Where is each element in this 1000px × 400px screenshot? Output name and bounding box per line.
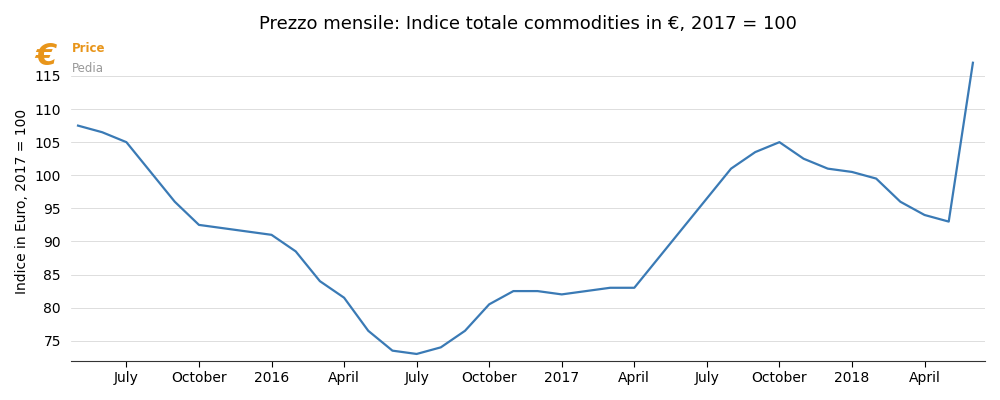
Title: Prezzo mensile: Indice totale commodities in €, 2017 = 100: Prezzo mensile: Indice totale commoditie… (259, 15, 797, 33)
Text: Price: Price (72, 42, 106, 55)
Text: Pedia: Pedia (72, 62, 104, 75)
Text: €: € (35, 42, 56, 71)
Y-axis label: Indice in Euro, 2017 = 100: Indice in Euro, 2017 = 100 (15, 109, 29, 294)
